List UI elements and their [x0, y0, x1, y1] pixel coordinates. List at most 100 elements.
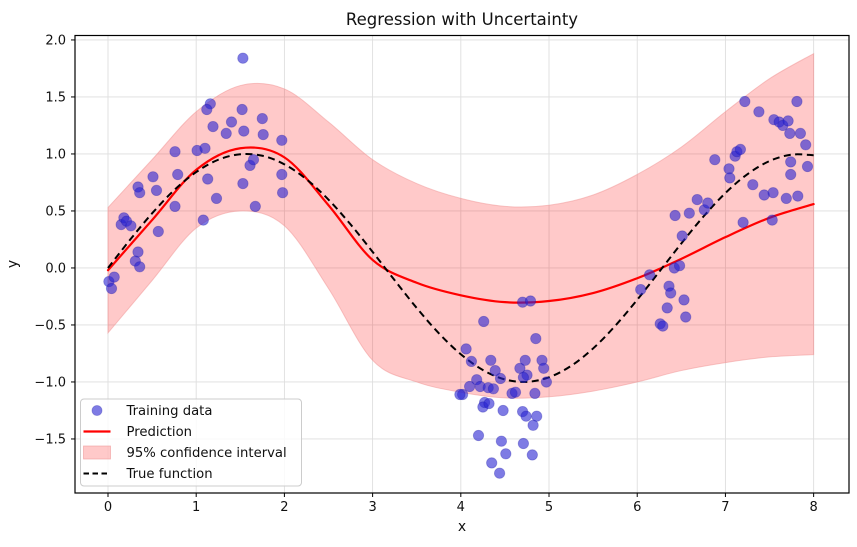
- y-tick-label: 0.0: [45, 261, 66, 276]
- data-point: [526, 449, 538, 461]
- data-point: [276, 168, 288, 181]
- x-tick-label: 7: [721, 500, 729, 515]
- data-point: [495, 435, 507, 447]
- x-tick-label: 3: [368, 500, 376, 515]
- data-point: [210, 192, 223, 204]
- data-point: [527, 419, 539, 431]
- data-point: [152, 225, 164, 238]
- legend: Training data Prediction 95% confidence in…: [80, 398, 302, 487]
- data-point: [785, 156, 797, 168]
- y-tick-label: 1.5: [45, 90, 66, 105]
- data-point: [454, 388, 466, 401]
- data-point: [486, 457, 498, 469]
- data-point: [225, 116, 238, 128]
- data-point: [800, 139, 812, 151]
- data-point: [514, 362, 526, 374]
- data-point: [791, 95, 803, 108]
- x-axis-label: x: [458, 519, 466, 535]
- data-point: [519, 354, 531, 366]
- x-tick-label: 2: [280, 500, 288, 515]
- data-point: [737, 216, 749, 228]
- data-point: [801, 160, 814, 173]
- legend-marker-icon: [91, 405, 103, 416]
- data-point: [782, 115, 794, 127]
- y-tick-label: 2.0: [45, 33, 66, 48]
- legend-item-true_function: True function: [83, 467, 213, 482]
- data-point: [753, 106, 765, 118]
- data-point: [673, 260, 686, 272]
- legend-label: Prediction: [127, 425, 193, 440]
- data-point: [472, 429, 485, 442]
- data-point: [202, 173, 214, 185]
- legend-label: Training data: [126, 404, 213, 419]
- data-point: [207, 121, 219, 133]
- data-point: [739, 95, 751, 108]
- data-point: [529, 387, 541, 399]
- data-point: [108, 271, 120, 283]
- data-point: [197, 214, 209, 226]
- x-tick-label: 8: [809, 500, 817, 515]
- legend-item-training_data: Training data: [91, 404, 213, 419]
- data-point: [257, 129, 269, 141]
- x-tick-label: 0: [104, 500, 112, 515]
- data-point: [485, 354, 497, 366]
- x-tick-label: 4: [457, 500, 465, 515]
- data-point: [236, 103, 248, 116]
- x-tick-label: 6: [633, 500, 641, 515]
- curves: [106, 146, 815, 383]
- data-point: [683, 207, 695, 219]
- data-point: [540, 376, 553, 388]
- legend-label: 95% confidence interval: [127, 446, 287, 461]
- data-point: [125, 220, 137, 232]
- data-point: [169, 146, 181, 158]
- data-point: [493, 467, 506, 479]
- data-point: [276, 134, 288, 146]
- data-point: [134, 261, 146, 273]
- data-point: [531, 410, 543, 422]
- data-point: [747, 179, 759, 191]
- data-point: [483, 397, 495, 410]
- data-point: [478, 315, 490, 328]
- data-point: [237, 52, 249, 64]
- data-point: [792, 190, 804, 202]
- chart-title: Regression with Uncertainty: [346, 10, 578, 29]
- data-point: [517, 437, 530, 450]
- data-point: [643, 269, 656, 281]
- data-point: [460, 343, 472, 355]
- plot-frame: [74, 34, 850, 494]
- y-tick-label: −1.5: [34, 432, 66, 447]
- y-tick-label: 0.5: [45, 204, 66, 219]
- data-point: [237, 178, 249, 190]
- prediction-line: [106, 146, 815, 304]
- y-tick-label: −1.0: [34, 375, 66, 390]
- data-point: [247, 154, 260, 166]
- data-point: [678, 294, 690, 306]
- data-point: [494, 372, 507, 385]
- data-point: [680, 311, 692, 323]
- legend-patch-icon: [83, 445, 111, 460]
- scatter-points: [103, 52, 814, 479]
- data-point: [661, 302, 673, 314]
- legend-item-confidence_band: 95% confidence interval: [83, 445, 287, 461]
- data-point: [172, 168, 184, 181]
- data-point: [105, 282, 118, 295]
- data-point: [676, 230, 688, 242]
- data-point: [134, 187, 146, 199]
- data-point: [767, 187, 779, 199]
- legend-label: True function: [126, 467, 213, 482]
- data-point: [220, 127, 232, 139]
- data-point: [238, 125, 250, 137]
- data-point: [524, 295, 537, 307]
- x-tick-label: 1: [192, 500, 200, 515]
- data-point: [665, 287, 677, 299]
- data-point: [709, 154, 721, 166]
- axes-frame-and-ticks: 0 1 2 3 4 5 6 7 8 2.0 1.5 1.0 0.5 0.0 −0.5 −1.0 −1.5: [34, 33, 850, 515]
- y-tick-label: −0.5: [34, 318, 66, 333]
- data-point: [635, 283, 647, 296]
- data-point: [249, 200, 261, 212]
- data-point: [657, 320, 669, 332]
- data-point: [538, 362, 550, 374]
- data-point: [780, 192, 792, 204]
- data-point: [691, 194, 703, 206]
